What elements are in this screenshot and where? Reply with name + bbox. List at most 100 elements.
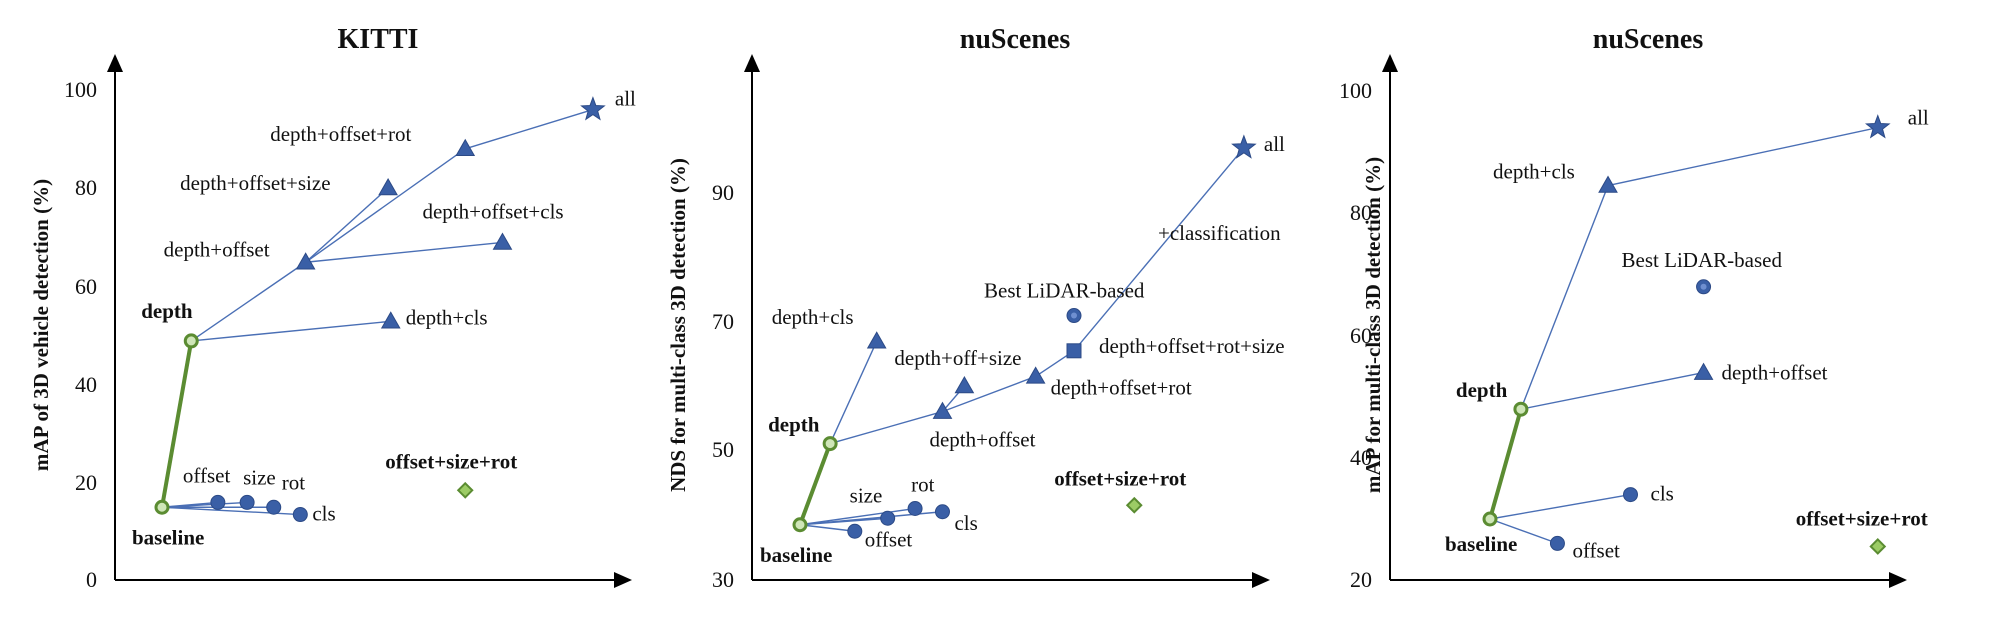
marker-depth_off_size <box>954 375 975 394</box>
point-lidar: Best LiDAR-based <box>1622 248 1783 295</box>
edge-depth-depth_offset <box>190 261 307 342</box>
point-depth_cls: depth+cls <box>1493 160 1618 193</box>
data-label-depth_offset_rot: depth+offset+rot <box>1051 375 1192 399</box>
y-tick-label: 40 <box>1350 445 1372 470</box>
data-label-offset: offset <box>183 463 231 487</box>
data-label-depth_cls: depth+cls <box>772 305 854 329</box>
point-depth_offset: depth+offset <box>1693 361 1828 385</box>
marker-all <box>580 96 606 121</box>
point-depth_offset: depth+offset <box>164 237 316 270</box>
chart-title: nuScenes <box>1593 24 1704 55</box>
point-size: size <box>239 465 276 510</box>
axes <box>1382 54 1907 588</box>
y-axis-label: mAP of 3D vehicle detection (%) <box>29 179 53 471</box>
point-rot: rot <box>907 473 935 516</box>
marker-depth_offset <box>932 401 953 419</box>
point-baseline: baseline <box>132 499 204 549</box>
data-label-depth_offset: depth+offset <box>929 428 1035 452</box>
marker-depth_offset <box>295 252 316 270</box>
edge-depth-depth_cls <box>191 320 391 342</box>
point-baseline: baseline <box>760 517 832 567</box>
point-depth_cls: depth+cls <box>772 305 887 349</box>
marker-all <box>1231 134 1257 159</box>
point-all: all <box>1231 132 1285 159</box>
data-label-size: size <box>243 465 276 489</box>
chart-title: KITTI <box>338 24 419 55</box>
data-label-depth: depth <box>768 413 820 437</box>
edge-depth-depth_offset <box>1520 371 1704 410</box>
marker-osr <box>1869 538 1887 555</box>
y-axis-arrow <box>1382 54 1398 72</box>
data-label-depth_offset_rot: depth+offset+rot <box>270 122 411 146</box>
data-label-depth_off_size: depth+off+size <box>894 346 1021 370</box>
point-depth_offset_cls: depth+offset+cls <box>422 199 564 250</box>
edge-baseline-cls <box>1489 493 1631 520</box>
edges <box>798 147 1245 532</box>
point-depth_offset_rot: depth+offset+rot <box>270 122 476 157</box>
point-baseline: baseline <box>1445 511 1517 556</box>
marker-offset <box>1549 535 1565 551</box>
edge-baseline-depth <box>160 340 194 508</box>
x-axis-arrow <box>1889 572 1907 588</box>
marker-size <box>239 494 255 510</box>
chart-panel-1: KITTI mAP of 3D vehicle detection (%) 0 20 4… <box>29 24 636 592</box>
data-label-all: all <box>615 87 636 111</box>
y-tick-label: 100 <box>64 77 97 102</box>
data-label-baseline: baseline <box>1445 532 1517 556</box>
x-axis-arrow <box>614 572 632 588</box>
y-axis-label: NDS for multi-class 3D detection (%) <box>666 158 690 492</box>
edge-baseline-size <box>161 501 248 508</box>
marker-lidar <box>1696 279 1712 295</box>
point-all: all <box>1865 106 1929 139</box>
edge-baseline-offset <box>1489 518 1558 545</box>
point-size: size <box>850 483 896 526</box>
point-all: all <box>580 87 636 121</box>
edge-depth_cls-all <box>1607 126 1878 187</box>
edge-depth_offset-depth_offset_rot <box>305 148 466 263</box>
data-label-osr: offset+size+rot <box>1796 506 1928 530</box>
data-label-depth_cls: depth+cls <box>1493 160 1575 184</box>
edge-baseline-offset <box>799 524 855 532</box>
marker-depth_offset_rot <box>455 138 476 157</box>
chart-panel-3: nuScenes mAP for multi-class 3D detection… <box>1339 24 1929 592</box>
y-tick-label: 0 <box>86 567 97 592</box>
marker-baseline <box>1482 511 1498 527</box>
point-offset: offset <box>183 463 231 510</box>
point-depth: depth <box>1456 378 1529 417</box>
data-label-lidar: Best LiDAR-based <box>1622 248 1783 272</box>
marker-depth_cls <box>380 311 401 329</box>
point-offset: offset <box>847 523 913 551</box>
marker-rot <box>266 499 282 515</box>
marker-offset <box>847 523 863 539</box>
data-label-size: size <box>850 483 883 507</box>
marker-cls <box>934 504 950 520</box>
marker-lidar <box>1066 308 1082 324</box>
edges <box>160 108 594 516</box>
marker-osr <box>456 481 474 499</box>
data-label-offset: offset <box>865 527 913 551</box>
edge-depth_offset-depth_offset_cls <box>305 241 503 263</box>
data-label-osr: offset+size+rot <box>385 449 517 473</box>
edge-depth_offset-depth_offset_rot <box>942 375 1036 413</box>
y-tick-label: 100 <box>1339 78 1372 103</box>
point-cls: cls <box>934 504 978 535</box>
data-label-osr: offset+size+rot <box>1054 466 1186 490</box>
point-depth_offset: depth+offset <box>929 401 1036 452</box>
y-axis-label: mAP for multi-class 3D detection (%) <box>1361 157 1385 493</box>
marker-depth <box>1513 401 1529 417</box>
data-label-depth: depth <box>141 299 193 323</box>
marker-baseline <box>154 499 170 515</box>
point-depth_off_size: depth+off+size <box>894 346 1022 394</box>
data-label-baseline: baseline <box>760 543 832 567</box>
chart-title: nuScenes <box>960 24 1071 55</box>
data-label-depth_offset: depth+offset <box>1722 361 1828 385</box>
marker-osr <box>1125 496 1143 514</box>
edge-depth_offset_rot_size-all <box>1073 147 1245 352</box>
edge-baseline-cls <box>799 511 943 526</box>
edges <box>1488 126 1878 545</box>
marker-baseline <box>792 517 808 533</box>
point-cls: cls <box>1623 482 1674 506</box>
point-osr: offset+size+rot <box>385 449 517 499</box>
point-rot: rot <box>266 470 305 515</box>
edge-depth_offset-depth_offset_size <box>305 187 389 263</box>
